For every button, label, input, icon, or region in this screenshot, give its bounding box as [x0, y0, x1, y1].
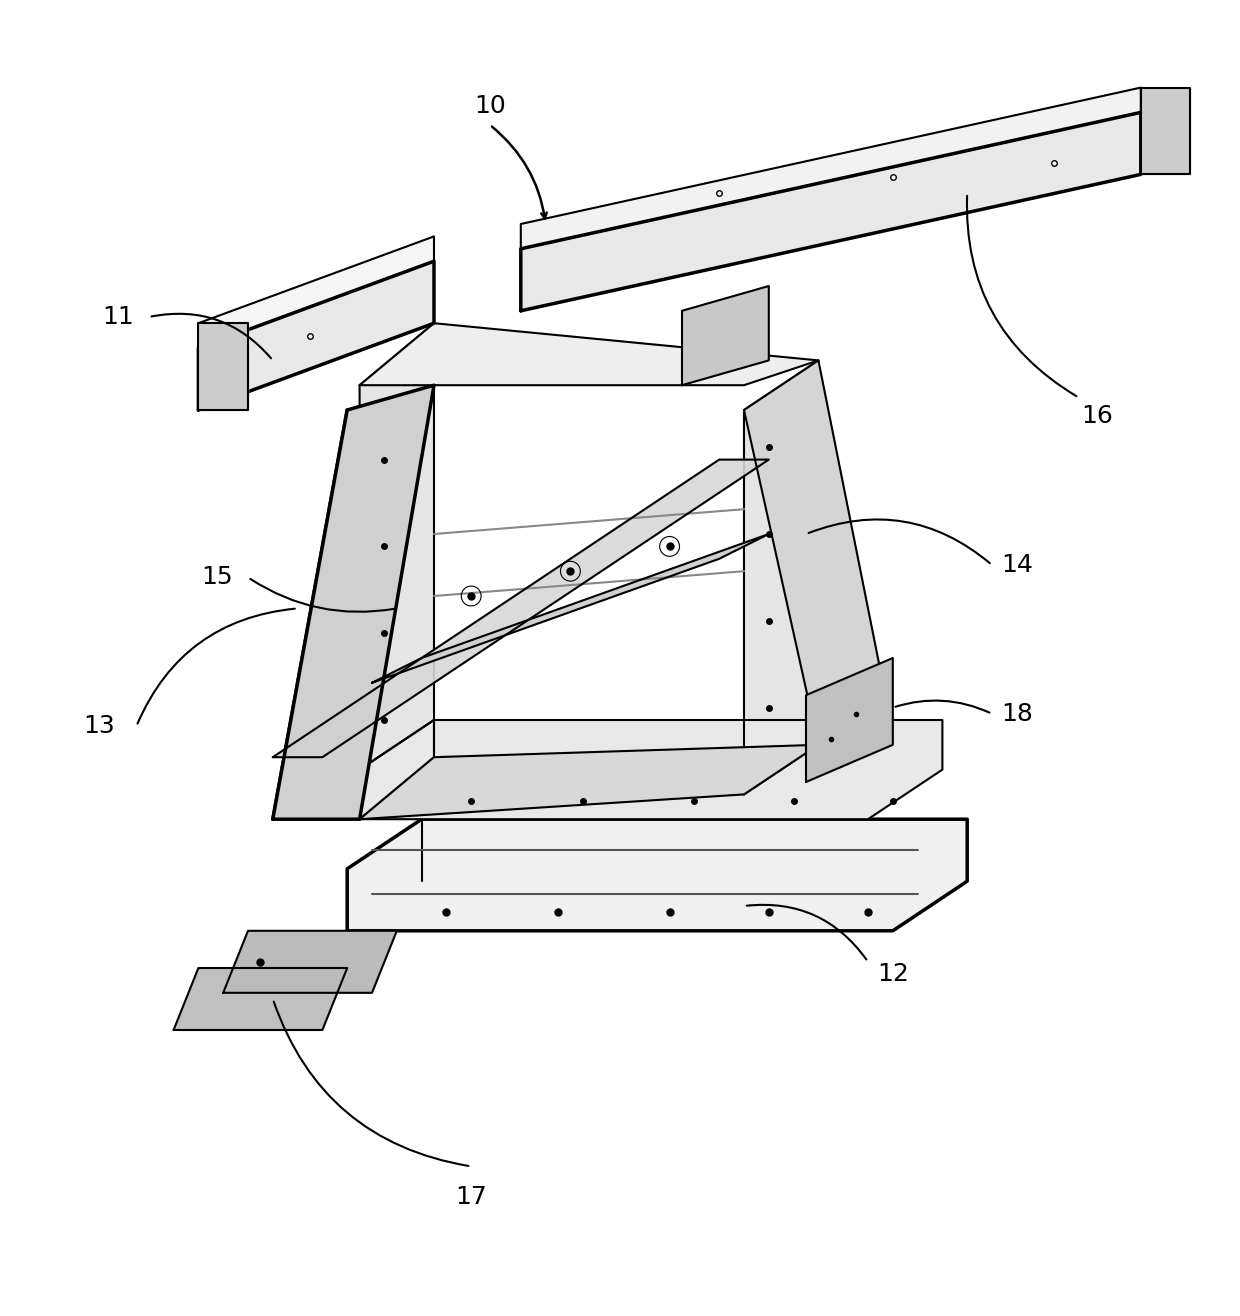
Text: 18: 18: [1001, 701, 1033, 726]
Text: 16: 16: [1081, 404, 1114, 428]
Polygon shape: [372, 534, 769, 683]
Polygon shape: [360, 324, 818, 386]
Polygon shape: [521, 88, 1141, 249]
Polygon shape: [347, 819, 967, 930]
Polygon shape: [682, 286, 769, 386]
Polygon shape: [1141, 88, 1190, 175]
Polygon shape: [744, 361, 818, 795]
Polygon shape: [273, 459, 769, 757]
Text: 13: 13: [83, 715, 115, 738]
Polygon shape: [223, 930, 397, 992]
Polygon shape: [198, 237, 434, 347]
Polygon shape: [806, 658, 893, 782]
Polygon shape: [360, 745, 818, 819]
Polygon shape: [198, 324, 248, 411]
Text: 12: 12: [877, 962, 909, 986]
Polygon shape: [744, 361, 893, 745]
Text: 14: 14: [1001, 553, 1033, 576]
Polygon shape: [174, 969, 347, 1030]
Polygon shape: [521, 112, 1141, 311]
Polygon shape: [273, 386, 434, 819]
Text: 11: 11: [102, 305, 134, 329]
Text: 10: 10: [474, 95, 506, 118]
Polygon shape: [198, 261, 434, 411]
Text: 15: 15: [201, 566, 233, 590]
Polygon shape: [360, 324, 434, 819]
Text: 17: 17: [455, 1186, 487, 1209]
Polygon shape: [360, 720, 942, 819]
